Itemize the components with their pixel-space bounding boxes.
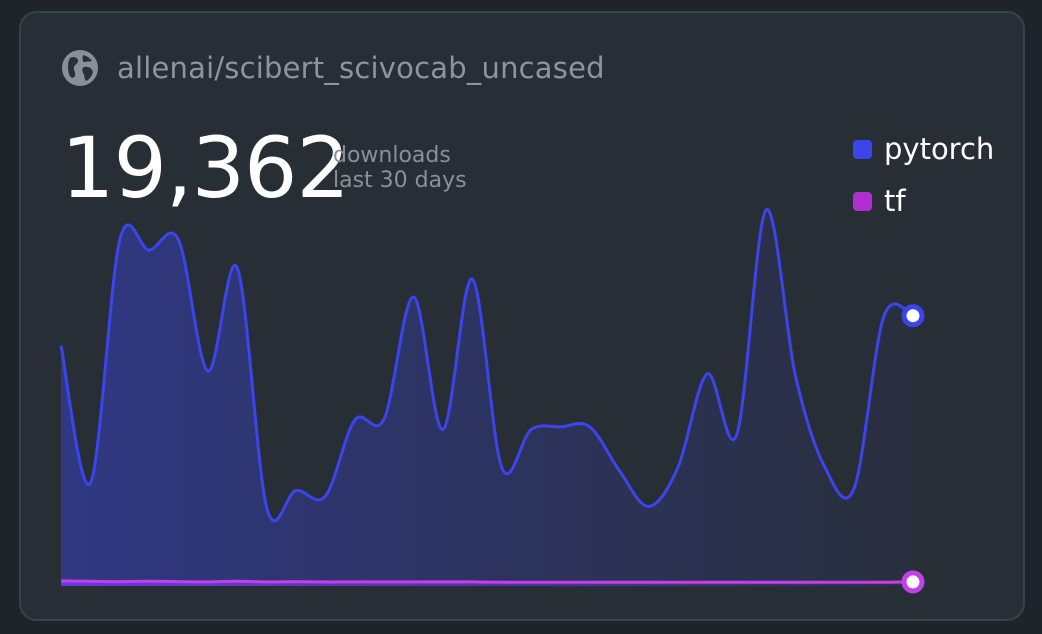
legend-swatch-pytorch <box>853 139 872 159</box>
count-caption: downloads last 30 days <box>333 143 467 193</box>
legend-label-tf: tf <box>884 184 906 218</box>
endpoint-pytorch <box>901 304 925 328</box>
chart-legend: pytorch tf <box>853 123 994 227</box>
legend-item-tf: tf <box>853 175 994 227</box>
download-count: 19,362 <box>61 119 350 217</box>
card-header: allenai/scibert_scivocab_uncased <box>61 49 605 87</box>
downloads-chart <box>59 208 925 594</box>
legend-item-pytorch: pytorch <box>853 123 994 175</box>
legend-label-pytorch: pytorch <box>884 132 995 166</box>
caption-period: last 30 days <box>333 168 467 193</box>
line-pytorch <box>59 208 914 523</box>
line-tf <box>60 579 914 584</box>
area-pytorch <box>61 209 913 586</box>
caption-downloads: downloads <box>333 143 451 168</box>
repo-name[interactable]: allenai/scibert_scivocab_uncased <box>117 51 605 85</box>
globe-icon <box>62 50 98 86</box>
legend-swatch-tf <box>853 191 872 211</box>
endpoint-tf <box>901 570 925 594</box>
package-card: allenai/scibert_scivocab_uncased 19,362 … <box>19 11 1025 621</box>
